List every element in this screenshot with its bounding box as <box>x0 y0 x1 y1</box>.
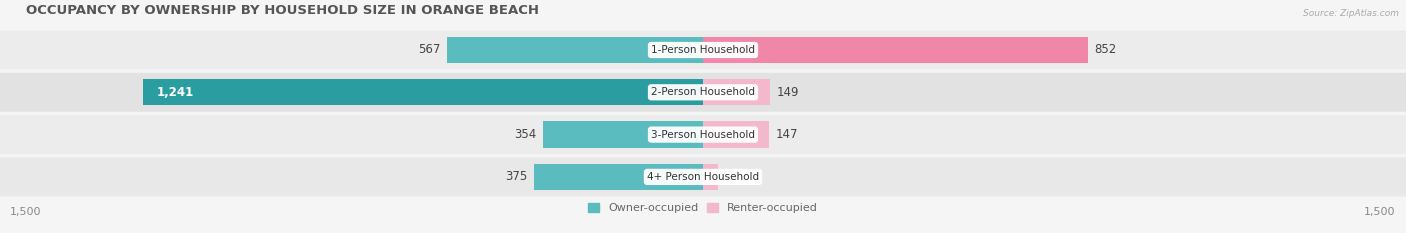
Text: 2-Person Household: 2-Person Household <box>651 87 755 97</box>
Bar <box>703 121 769 148</box>
Text: 1,241: 1,241 <box>156 86 194 99</box>
Bar <box>703 164 718 190</box>
FancyBboxPatch shape <box>0 158 1406 196</box>
Text: 147: 147 <box>776 128 799 141</box>
Bar <box>703 37 1088 63</box>
FancyBboxPatch shape <box>0 31 1406 69</box>
Legend: Owner-occupied, Renter-occupied: Owner-occupied, Renter-occupied <box>588 203 818 213</box>
Bar <box>143 79 703 105</box>
Text: 34: 34 <box>725 170 740 183</box>
Text: OCCUPANCY BY OWNERSHIP BY HOUSEHOLD SIZE IN ORANGE BEACH: OCCUPANCY BY OWNERSHIP BY HOUSEHOLD SIZE… <box>25 4 538 17</box>
Bar <box>543 121 703 148</box>
FancyBboxPatch shape <box>0 115 1406 154</box>
Text: 1-Person Household: 1-Person Household <box>651 45 755 55</box>
Text: 3-Person Household: 3-Person Household <box>651 130 755 140</box>
Text: 567: 567 <box>418 44 440 56</box>
Text: 4+ Person Household: 4+ Person Household <box>647 172 759 182</box>
Bar <box>447 37 703 63</box>
Text: 852: 852 <box>1094 44 1116 56</box>
FancyBboxPatch shape <box>0 73 1406 112</box>
Bar <box>534 164 703 190</box>
Text: Source: ZipAtlas.com: Source: ZipAtlas.com <box>1303 9 1399 18</box>
Text: 375: 375 <box>505 170 527 183</box>
Text: 354: 354 <box>515 128 537 141</box>
Bar <box>703 79 770 105</box>
Text: 149: 149 <box>778 86 800 99</box>
